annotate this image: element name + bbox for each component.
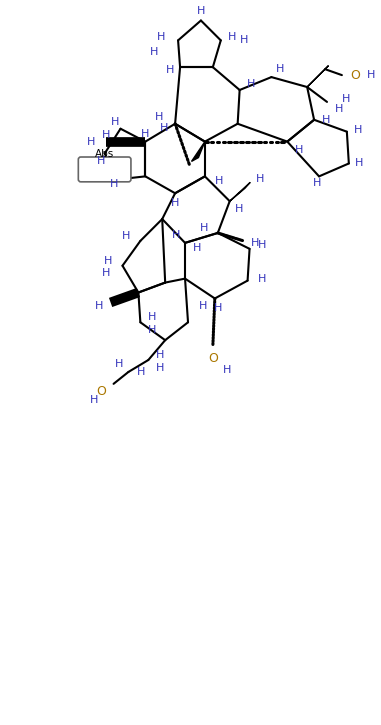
Text: H: H xyxy=(197,6,205,15)
Text: H: H xyxy=(322,115,330,125)
Text: H: H xyxy=(90,394,99,405)
Text: H: H xyxy=(199,302,207,312)
Text: H: H xyxy=(367,70,375,80)
Text: H: H xyxy=(256,174,264,184)
Text: H: H xyxy=(313,178,321,188)
Text: H: H xyxy=(276,64,285,74)
Text: H: H xyxy=(258,273,266,283)
Text: H: H xyxy=(228,33,236,42)
Text: H: H xyxy=(172,230,180,240)
Text: H: H xyxy=(157,33,165,42)
Text: H: H xyxy=(97,157,106,167)
FancyBboxPatch shape xyxy=(78,157,131,182)
Text: H: H xyxy=(110,179,118,189)
Text: H: H xyxy=(102,130,110,140)
Text: H: H xyxy=(95,302,104,312)
Text: H: H xyxy=(155,112,163,122)
Text: H: H xyxy=(148,326,157,335)
Text: H: H xyxy=(200,223,208,233)
Text: H: H xyxy=(342,94,350,104)
Text: H: H xyxy=(235,204,243,214)
Text: H: H xyxy=(295,144,304,154)
Text: H: H xyxy=(215,176,223,186)
Text: O: O xyxy=(208,352,218,365)
Polygon shape xyxy=(307,66,328,87)
Text: H: H xyxy=(193,243,201,253)
Text: H: H xyxy=(150,47,158,57)
Text: H: H xyxy=(354,125,362,135)
Text: O: O xyxy=(350,69,360,82)
Text: H: H xyxy=(156,350,165,360)
Text: H: H xyxy=(136,367,145,377)
Text: H: H xyxy=(355,159,363,168)
Text: H: H xyxy=(251,238,259,248)
Text: H: H xyxy=(166,65,174,75)
Text: H: H xyxy=(102,268,110,278)
Text: H: H xyxy=(240,36,248,46)
Text: H: H xyxy=(247,79,255,89)
Text: H: H xyxy=(111,117,120,127)
Text: H: H xyxy=(214,303,222,313)
Text: O: O xyxy=(97,385,107,398)
Polygon shape xyxy=(192,141,205,162)
Polygon shape xyxy=(230,182,250,201)
Text: H: H xyxy=(148,312,157,323)
Text: H: H xyxy=(258,240,266,250)
Text: H: H xyxy=(141,128,149,138)
Text: H: H xyxy=(104,256,112,266)
Text: H: H xyxy=(335,104,343,114)
Text: H: H xyxy=(115,359,123,369)
Text: H: H xyxy=(171,198,179,208)
Text: H: H xyxy=(223,365,231,375)
Text: Abs: Abs xyxy=(95,149,114,159)
Text: H: H xyxy=(156,363,165,373)
Text: H: H xyxy=(122,231,130,241)
Text: H: H xyxy=(160,123,168,133)
Text: H: H xyxy=(87,136,96,146)
